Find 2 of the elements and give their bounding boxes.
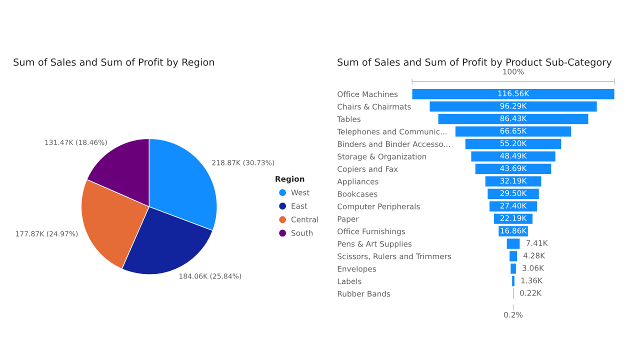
chart-title: Sum of Sales and Sum of Profit by Region	[14, 58, 214, 68]
text: Sum of Sales and Sum of Profit by Product Sub-Category	[338, 58, 612, 68]
